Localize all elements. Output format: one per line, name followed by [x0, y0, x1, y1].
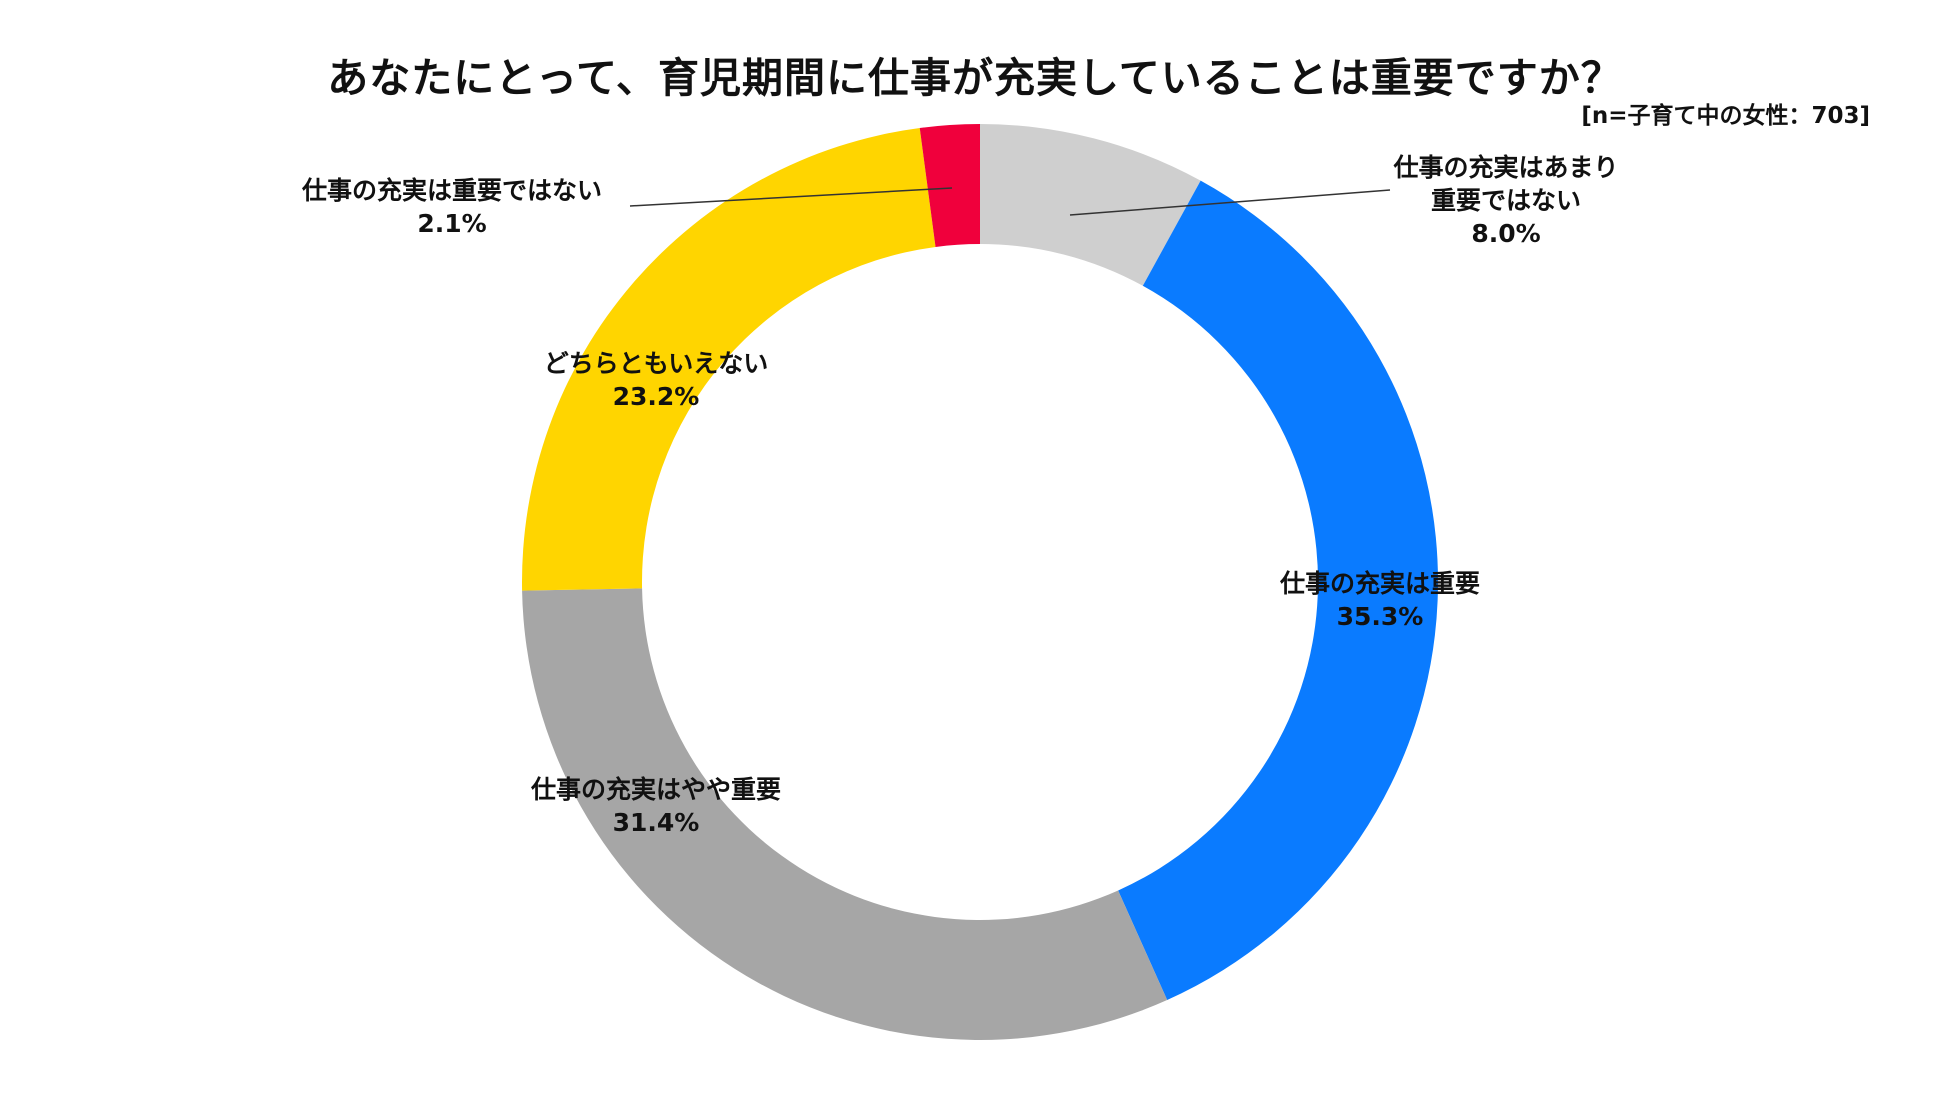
- slice-value-label-5: 2.1%: [417, 209, 486, 238]
- slice-category-label-4: どちらともいえない: [544, 349, 769, 378]
- leader-line-5: [629, 187, 953, 207]
- donut-slice-5: [919, 124, 980, 247]
- donut-slice-2: [1118, 180, 1439, 1001]
- slice-value-label-2: 35.3%: [1337, 602, 1424, 631]
- slice-category-label-1: 仕事の充実はあまり: [1392, 153, 1618, 182]
- donut-slice-1: [980, 124, 1201, 286]
- slice-category-label-3: 仕事の充実はやや重要: [530, 775, 781, 804]
- chart-title: あなたにとって、育児期間に仕事が充実していることは重要ですか？: [327, 54, 1623, 102]
- slice-value-label-4: 23.2%: [613, 382, 700, 411]
- slice-category-label-1: 重要ではない: [1431, 186, 1581, 215]
- slice-category-label-5: 仕事の充実は重要ではない: [301, 176, 602, 205]
- slice-value-label-3: 31.4%: [613, 808, 700, 837]
- sample-size-note: [n=子育て中の女性：703]: [1581, 103, 1870, 129]
- slice-category-label-2: 仕事の充実は重要: [1279, 569, 1480, 598]
- donut-slice-4: [521, 127, 936, 591]
- leader-line-1: [1069, 189, 1391, 216]
- donut-slice-3: [522, 588, 1168, 1040]
- slice-value-label-1: 8.0%: [1471, 219, 1540, 248]
